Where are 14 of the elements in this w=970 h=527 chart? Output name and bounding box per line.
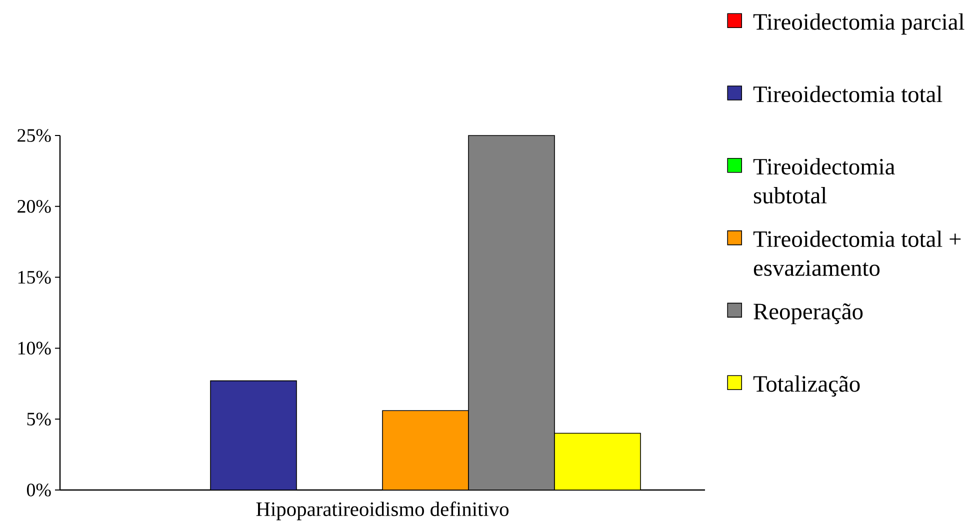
- y-tick-label: 25%: [18, 129, 51, 142]
- x-tick-label: Hipoparatireoidismo definitivo: [256, 502, 509, 520]
- legend-label: Totalização: [753, 375, 860, 397]
- legend-label: Tireoidectomia parcial: [753, 13, 964, 35]
- legend-label: Tireoidectomia total: [753, 86, 942, 102]
- legend-label: Tireoidectomia total + esvaziamento: [753, 230, 961, 276]
- legend-label: Reoperação: [754, 303, 863, 324]
- y-tick-label: 5%: [27, 412, 51, 426]
- y-tick-label: 10%: [18, 342, 51, 355]
- bar: [210, 380, 297, 490]
- y-tick-label: 20%: [18, 200, 51, 213]
- y-tick-label: 0%: [26, 484, 51, 496]
- y-tick-label: 15%: [18, 270, 51, 284]
- legend-label: Tireoidectomia subtotal: [753, 158, 895, 204]
